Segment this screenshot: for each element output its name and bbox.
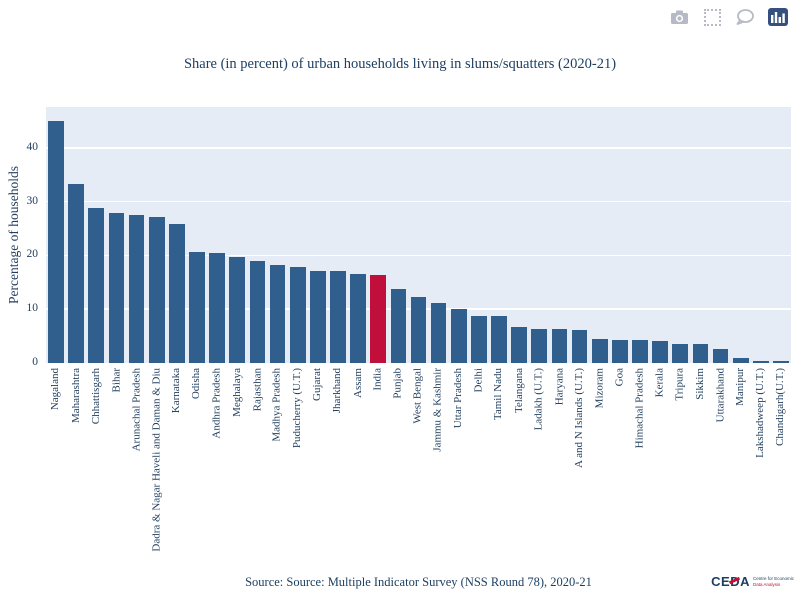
bar-tamil-nadu[interactable] [491,316,507,363]
bar-sikkim[interactable] [692,344,709,363]
x-tick-label: Delhi [472,368,485,393]
x-tick-label: Chhattisgarh [89,368,102,425]
x-tick-label: Uttarakhand [714,368,727,423]
bar-lakshadweep-u-t[interactable] [752,361,769,363]
bar-mizoram[interactable] [591,339,608,363]
bar-manipur[interactable] [732,358,749,363]
bar-west-bengal[interactable] [410,297,427,363]
bar-uttarakhand[interactable] [712,349,729,363]
x-tick-label: Jharkhand [331,368,344,414]
x-tick-label: Goa [613,368,626,387]
x-tick-label: Assam [351,368,364,398]
x-tick-label: Telangana [512,368,525,414]
bar-maharashtra[interactable] [68,183,85,363]
x-tick-label: Haryana [552,368,565,406]
y-tick-label: 10 [26,302,39,315]
bar-andhra-pradesh[interactable] [209,253,225,363]
gridline [46,200,791,203]
x-tick-label: Tripura [673,368,686,401]
bar-bihar[interactable] [108,212,125,363]
bar-assam[interactable] [350,274,366,363]
x-tick-label: Mizoram [593,368,606,409]
ceda-logo: CEDA Centre for Economic Data Analysis [711,574,794,589]
bar-nagaland[interactable] [48,120,64,363]
plot-area[interactable] [46,107,791,363]
bar-chandigarh-u-t[interactable] [773,361,789,363]
x-tick-label: Manipur [734,368,747,406]
x-tick-label: Sikkim [693,368,706,400]
x-tick-label: Kerala [653,368,666,398]
ceda-logo-word: CEDA [711,574,750,589]
y-axis-title: Percentage of households [6,166,21,304]
x-tick-label: Andhra Pradesh [210,368,223,439]
bar-delhi[interactable] [471,315,487,363]
bar-karnataka[interactable] [169,223,185,363]
x-tick-label: Ladakh (U.T.) [532,368,545,431]
bar-a-and-n-islands-u-t[interactable] [571,329,588,363]
gridline [46,254,791,257]
bar-tripura[interactable] [672,343,689,363]
bar-kerala[interactable] [652,340,668,363]
x-tick-label: Maharashtra [69,368,82,423]
bar-rajasthan[interactable] [249,261,266,363]
ceda-tagline-line1: Centre for Economic [752,576,794,581]
bar-puducherry-u-t[interactable] [289,266,306,363]
bar-meghalaya[interactable] [229,256,246,363]
x-tick-label: Madhya Pradesh [271,368,284,442]
x-tick-label: Arunachal Pradesh [130,368,143,452]
bar-goa[interactable] [611,339,628,363]
x-tick-label: Himachal Pradesh [633,368,646,449]
gridline [46,147,791,149]
x-tick-label: Uttar Pradesh [452,368,465,429]
x-tick-label: Jammu & Kashmir [432,368,445,452]
bar-india[interactable] [370,274,387,363]
source-note: Source: Source: Multiple Indicator Surve… [245,575,592,589]
bar-telangana[interactable] [511,326,528,363]
ceda-tagline-line2: Data Analysis [752,581,781,587]
x-tick-label: Tamil Nadu [492,368,505,421]
x-tick-label: Lakshadweep (U.T.) [754,368,767,458]
chart-title: Share (in percent) of urban households l… [183,56,617,72]
bar-punjab[interactable] [390,289,407,363]
x-tick-label: Nagaland [49,368,62,411]
bar-dadra-nagar-haveli-and-daman-diu[interactable] [148,216,165,363]
bar-jammu-kashmir[interactable] [430,302,447,363]
bar-chart-icon[interactable] [768,8,788,26]
x-tick-label: West Bengal [412,368,424,424]
y-tick-label: 0 [32,356,38,368]
bar-uttar-pradesh[interactable] [450,309,467,363]
modebar [669,8,788,26]
bar-jharkhand[interactable] [330,271,346,363]
x-tick-label: Rajasthan [250,368,263,412]
camera-icon[interactable] [669,8,689,26]
bar-haryana[interactable] [551,329,568,363]
bar-madhya-pradesh[interactable] [269,265,286,363]
bar-arunachal-pradesh[interactable] [128,214,145,363]
x-tick-label: Meghalaya [230,368,243,417]
ceda-logo-tagline: Centre for Economic Data Analysis [753,576,794,587]
x-tick-label: Chandigarh(U.T.) [774,368,787,446]
bar-gujarat[interactable] [309,270,326,363]
bar-himachal-pradesh[interactable] [632,340,648,363]
x-tick-label: Karnataka [170,368,183,414]
x-tick-label: Punjab [391,368,404,399]
x-tick-label: India [371,368,384,391]
x-tick-label: Puducherry (U.T.) [291,368,304,449]
x-tick-label: A and N Islands (U.T.) [573,368,586,468]
y-tick-label: 40 [26,140,39,153]
x-tick-label: Dadra & Nagar Haveli and Daman & Diu [150,368,163,552]
bar-chhattisgarh[interactable] [88,208,105,363]
bar-odisha[interactable] [189,251,205,363]
comment-icon[interactable] [735,8,755,26]
ceda-logo-d: D [730,574,741,589]
x-tick-label: Gujarat [311,368,324,401]
x-tick-label: Odisha [190,368,203,400]
x-tick-label: Bihar [109,368,122,393]
box-select-icon[interactable] [702,8,722,26]
bar-ladakh-u-t[interactable] [531,328,548,363]
y-tick-label: 30 [26,194,39,207]
y-tick-label: 20 [26,248,39,261]
